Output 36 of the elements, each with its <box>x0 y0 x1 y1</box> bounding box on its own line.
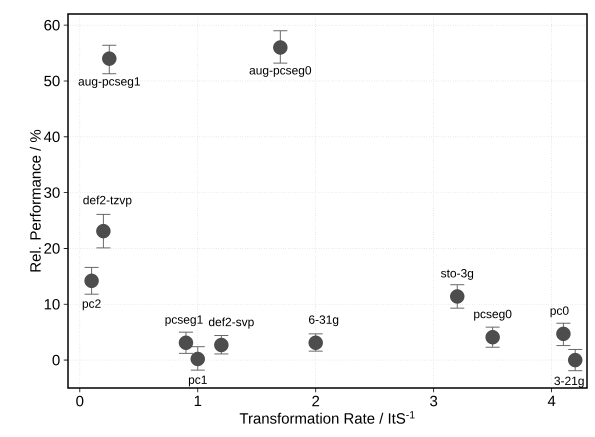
point <box>568 352 582 368</box>
y-tick-label: 30 <box>44 187 60 198</box>
point <box>102 51 116 66</box>
point <box>190 352 205 366</box>
x-tick-label: 4 <box>548 396 556 406</box>
y-tick-label: 40 <box>44 132 60 142</box>
x-tick-label: 1 <box>194 396 202 406</box>
point <box>556 326 571 342</box>
annotation: 3-21g <box>554 376 584 388</box>
point <box>84 274 99 288</box>
y-axis-title: Rel. Performance / % <box>30 130 41 272</box>
y-tick-label: 20 <box>44 243 60 254</box>
annotation: def2-svp <box>208 317 254 329</box>
point <box>450 289 464 304</box>
annotation: pcseg0 <box>474 310 512 321</box>
y-tick-label: 60 <box>44 20 60 30</box>
annotation: 6-31g <box>309 315 338 326</box>
y-tick-label: 0 <box>52 354 60 366</box>
annotation: def2-tzvp <box>83 196 132 207</box>
point <box>96 224 111 238</box>
annotation: pc1 <box>188 376 207 386</box>
point <box>273 40 288 55</box>
y-tick-label: 50 <box>44 76 60 86</box>
annotation: pcseg1 <box>165 315 203 326</box>
x-tick-label: 3 <box>430 396 438 406</box>
x-tick-label: 0 <box>76 396 84 406</box>
point <box>485 330 500 344</box>
x-tick-label: 2 <box>312 396 320 406</box>
annotation: aug-pcseg1 <box>78 77 140 88</box>
annotation: aug-pcseg0 <box>250 66 312 77</box>
annotation: sto-3g <box>440 269 474 280</box>
y-tick-label: 10 <box>44 298 60 310</box>
annotation: pc2 <box>82 299 101 310</box>
x-axis-title: Transformation Rate / ItS$^{-1}$ <box>240 411 415 424</box>
point <box>178 336 194 350</box>
annotation: pc0 <box>550 306 569 318</box>
